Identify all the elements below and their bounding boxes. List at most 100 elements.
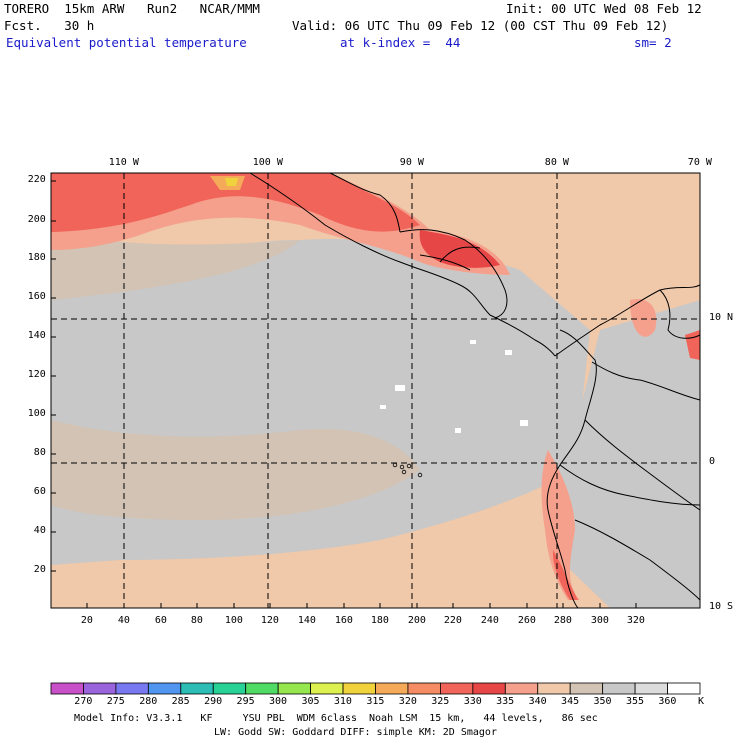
colorbar-label: 355 bbox=[625, 696, 644, 707]
coastline bbox=[249, 172, 556, 357]
x-tick-label: 140 bbox=[297, 615, 316, 626]
y-tick-label: 60 bbox=[33, 486, 46, 497]
colorbar-label: 275 bbox=[106, 696, 125, 707]
colorbar-label: 295 bbox=[236, 696, 255, 707]
colorbar-swatch bbox=[602, 682, 636, 695]
init-time: Init: 00 UTC Wed 08 Feb 12 bbox=[506, 1, 702, 16]
colorbar-swatch bbox=[310, 682, 344, 695]
colorbar-swatch bbox=[83, 682, 117, 695]
colorbar-swatch bbox=[634, 682, 668, 695]
galapagos-island bbox=[417, 472, 423, 478]
coastline bbox=[574, 519, 701, 601]
field-white-patch bbox=[380, 405, 386, 409]
colorbar-swatch bbox=[407, 682, 441, 695]
colorbar-label: 340 bbox=[528, 696, 547, 707]
colorbar-swatch bbox=[277, 682, 311, 695]
field-name: Equivalent potential temperature bbox=[6, 35, 247, 50]
x-tick-label: 80 bbox=[190, 615, 203, 626]
y-tick-label: 100 bbox=[27, 408, 46, 419]
longitude-label: 70 W bbox=[687, 157, 712, 168]
longitude-label: 90 W bbox=[399, 157, 424, 168]
coastline bbox=[584, 419, 701, 511]
coastline bbox=[419, 254, 471, 271]
x-tick-label: 300 bbox=[590, 615, 609, 626]
latitude-label: 10 N bbox=[709, 312, 734, 323]
model-title: TORERO 15km ARW Run2 NCAR/MMM bbox=[4, 1, 260, 16]
coastline bbox=[329, 172, 401, 233]
coastline bbox=[399, 229, 508, 319]
x-tick-label: 40 bbox=[117, 615, 130, 626]
field-warm-core bbox=[51, 173, 420, 232]
colorbar-swatch bbox=[245, 682, 279, 695]
colorbar-label: 315 bbox=[366, 696, 385, 707]
x-tick-label: 260 bbox=[517, 615, 536, 626]
y-tick-label: 140 bbox=[27, 330, 46, 341]
forecast-hour: Fcst. 30 h bbox=[4, 18, 95, 33]
coastline bbox=[554, 284, 701, 357]
valid-time: Valid: 06 UTC Thu 09 Feb 12 (00 CST Thu … bbox=[292, 18, 669, 33]
y-tick-label: 120 bbox=[27, 369, 46, 380]
x-tick-label: 320 bbox=[626, 615, 645, 626]
model-info-line2: LW: Godd SW: Goddard DIFF: simple KM: 2D… bbox=[214, 727, 497, 738]
x-tick-label: 20 bbox=[80, 615, 93, 626]
colorbar-label: 350 bbox=[593, 696, 612, 707]
x-tick-label: 180 bbox=[370, 615, 389, 626]
colorbar-swatch bbox=[667, 682, 701, 695]
field-white-patch bbox=[470, 340, 476, 344]
y-tick-label: 220 bbox=[27, 174, 46, 185]
colorbar-swatch bbox=[375, 682, 409, 695]
longitude-label: 110 W bbox=[108, 157, 139, 168]
x-tick-label: 220 bbox=[443, 615, 462, 626]
colorbar-swatch bbox=[439, 682, 474, 695]
x-tick-label: 240 bbox=[480, 615, 499, 626]
colorbar-label: 285 bbox=[171, 696, 190, 707]
colorbar bbox=[50, 682, 701, 695]
y-tick-label: 40 bbox=[33, 525, 46, 536]
field-warm-coast bbox=[541, 450, 580, 600]
colorbar-swatch bbox=[147, 682, 182, 695]
colorbar-swatch bbox=[569, 682, 604, 695]
field-mid-band bbox=[51, 420, 420, 520]
field-hot-spot bbox=[225, 178, 238, 186]
colorbar-label: 305 bbox=[301, 696, 320, 707]
coastline bbox=[591, 361, 701, 401]
colorbar-swatch bbox=[180, 682, 214, 695]
field-warm-venezuela bbox=[685, 330, 700, 360]
y-tick-label: 80 bbox=[33, 447, 46, 458]
colorbar-label: 335 bbox=[496, 696, 515, 707]
field-white-patch bbox=[455, 428, 461, 433]
y-tick-label: 180 bbox=[27, 252, 46, 263]
colorbar-label: 270 bbox=[74, 696, 93, 707]
colorbar-label: 290 bbox=[204, 696, 223, 707]
y-tick-label: 200 bbox=[27, 214, 46, 225]
x-tick-label: 60 bbox=[154, 615, 167, 626]
field-white-patch bbox=[505, 350, 512, 355]
map-frame bbox=[50, 172, 701, 609]
x-tick-label: 200 bbox=[407, 615, 426, 626]
x-tick-label: 100 bbox=[224, 615, 243, 626]
colorbar-swatch bbox=[212, 682, 247, 695]
field-white-patch bbox=[520, 420, 528, 426]
colorbar-label: 310 bbox=[333, 696, 352, 707]
colorbar-label: 300 bbox=[269, 696, 288, 707]
colorbar-unit: K bbox=[698, 696, 705, 707]
coastline bbox=[439, 246, 481, 263]
longitude-label: 80 W bbox=[544, 157, 569, 168]
latitude-label: 0 bbox=[709, 456, 716, 467]
level-info: at k-index = 44 bbox=[340, 35, 461, 50]
y-tick-label: 160 bbox=[27, 291, 46, 302]
coastline bbox=[659, 289, 701, 339]
galapagos-island bbox=[406, 463, 412, 469]
smoothing-info: sm= 2 bbox=[634, 35, 672, 50]
x-tick-label: 120 bbox=[260, 615, 279, 626]
colorbar-swatch bbox=[50, 682, 84, 695]
colorbar-label: 325 bbox=[431, 696, 450, 707]
colorbar-swatch bbox=[342, 682, 376, 695]
galapagos-island bbox=[401, 469, 407, 475]
colorbar-label: 345 bbox=[561, 696, 580, 707]
field-white-patch bbox=[395, 385, 405, 391]
x-tick-label: 280 bbox=[553, 615, 572, 626]
colorbar-swatch bbox=[537, 682, 571, 695]
colorbar-label: 280 bbox=[139, 696, 158, 707]
colorbar-swatch bbox=[504, 682, 539, 695]
